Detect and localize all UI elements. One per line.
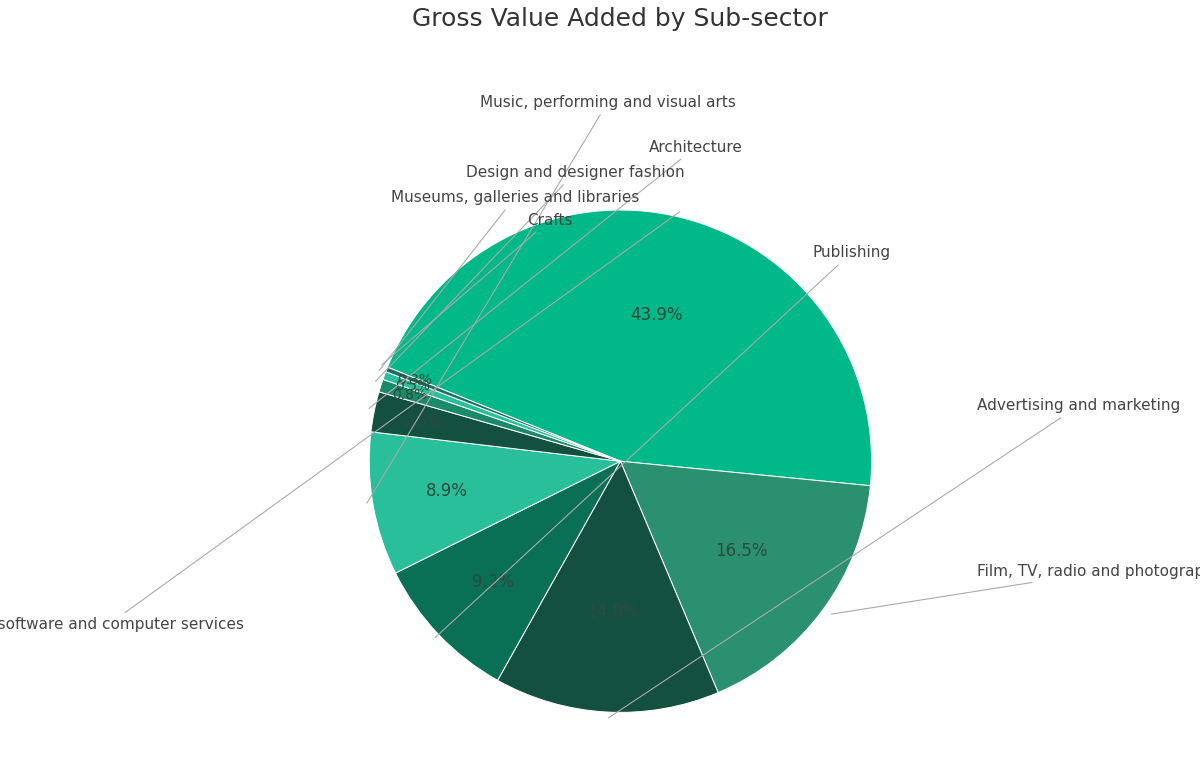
Text: IT, software and computer services: IT, software and computer services	[0, 212, 680, 632]
Text: 43.9%: 43.9%	[630, 306, 683, 324]
Text: Crafts: Crafts	[382, 213, 572, 365]
Text: 2.5%: 2.5%	[404, 414, 443, 429]
Wedge shape	[498, 461, 718, 712]
Wedge shape	[370, 431, 620, 573]
Title: Gross Value Added by Sub-sector: Gross Value Added by Sub-sector	[413, 7, 828, 31]
Text: Design and designer fashion: Design and designer fashion	[376, 165, 684, 382]
Wedge shape	[371, 392, 620, 461]
Text: Publishing: Publishing	[436, 245, 890, 637]
Wedge shape	[396, 461, 620, 681]
Wedge shape	[388, 210, 871, 486]
Text: 8.9%: 8.9%	[426, 482, 468, 500]
Text: 9.2%: 9.2%	[472, 574, 514, 591]
Wedge shape	[379, 379, 620, 461]
Text: Advertising and marketing: Advertising and marketing	[608, 398, 1181, 718]
Text: Film, TV, radio and photography: Film, TV, radio and photography	[832, 564, 1200, 614]
Wedge shape	[383, 372, 620, 461]
Text: Music, performing and visual arts: Music, performing and visual arts	[367, 95, 736, 503]
Text: Museums, galleries and libraries: Museums, galleries and libraries	[379, 190, 640, 371]
Text: 0.5%: 0.5%	[395, 378, 430, 393]
Wedge shape	[620, 461, 870, 693]
Text: 0.3%: 0.3%	[397, 373, 432, 388]
Text: 16.5%: 16.5%	[715, 541, 768, 559]
Text: 0.8%: 0.8%	[392, 388, 427, 402]
Text: Architecture: Architecture	[368, 140, 743, 409]
Text: 14.0%: 14.0%	[586, 603, 638, 621]
Wedge shape	[385, 367, 620, 461]
